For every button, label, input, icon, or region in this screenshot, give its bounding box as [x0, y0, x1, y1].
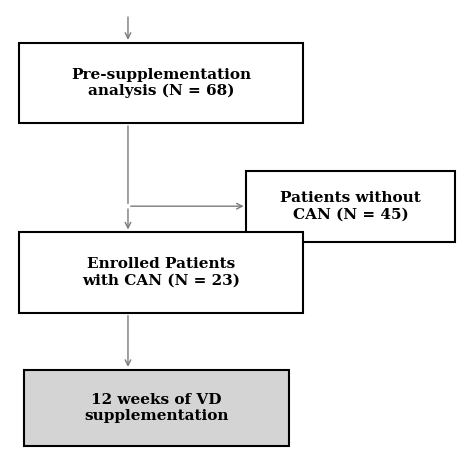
FancyBboxPatch shape	[19, 232, 303, 313]
FancyBboxPatch shape	[246, 171, 455, 242]
FancyBboxPatch shape	[19, 43, 303, 123]
FancyBboxPatch shape	[24, 370, 289, 446]
Text: Enrolled Patients
with CAN (N = 23): Enrolled Patients with CAN (N = 23)	[82, 257, 240, 288]
Text: 12 weeks of VD
supplementation: 12 weeks of VD supplementation	[84, 392, 228, 423]
Text: Pre-supplementation
analysis (N = 68): Pre-supplementation analysis (N = 68)	[71, 68, 251, 98]
Text: Patients without
CAN (N = 45): Patients without CAN (N = 45)	[281, 191, 421, 221]
